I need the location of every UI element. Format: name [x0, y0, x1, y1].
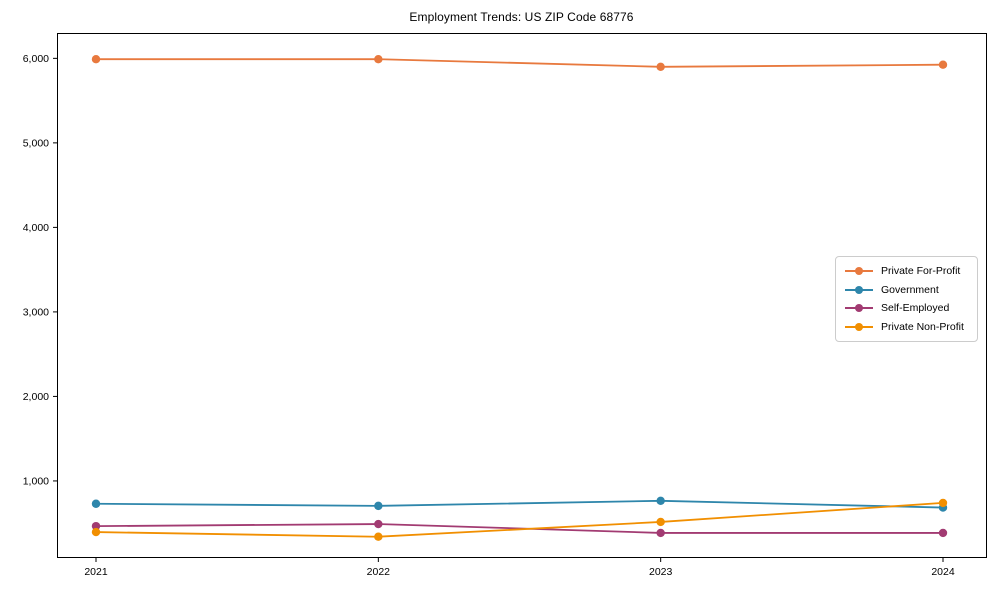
data-point-marker: [656, 62, 665, 72]
data-point-marker: [91, 521, 101, 531]
legend-label: Private For-Profit: [881, 265, 961, 277]
legend-item-self-employed: Self-Employed: [845, 299, 969, 317]
plot-border: [57, 33, 987, 558]
line-series: [95, 58, 944, 68]
chart-title: Employment Trends: US ZIP Code 68776: [409, 10, 634, 24]
y-tick-label: 1,000: [23, 475, 49, 487]
legend-item-private-for-profit: Private For-Profit: [845, 262, 969, 280]
data-point-marker: [374, 501, 383, 511]
x-tick-label: 2021: [84, 566, 108, 578]
legend-label: Private Non-Profit: [881, 320, 964, 333]
legend-swatch: [845, 303, 873, 313]
data-point-marker: [374, 55, 383, 64]
legend-marker-icon: [855, 285, 863, 294]
legend-marker-icon: [855, 304, 863, 313]
y-tick-label: 6,000: [23, 53, 49, 65]
line-series: [95, 499, 944, 509]
data-point-marker: [938, 498, 948, 508]
data-point-marker: [938, 60, 948, 69]
legend-marker-icon: [855, 267, 863, 275]
legend-marker-icon: [855, 322, 863, 331]
x-tick-label: 2024: [931, 566, 955, 578]
data-point-marker: [656, 496, 665, 505]
legend-item-private-non-profit: Private Non-Profit: [845, 318, 969, 336]
data-point-marker: [656, 517, 665, 527]
data-point-marker: [938, 528, 948, 538]
legend-swatch: [845, 285, 873, 295]
legend-label: Government: [881, 283, 939, 296]
legend-item-government: Government: [845, 281, 969, 299]
data-point-marker: [656, 528, 665, 538]
data-point-marker: [374, 532, 383, 541]
legend-label: Self-Employed: [881, 302, 950, 315]
data-point-marker: [374, 519, 383, 529]
data-point-marker: [91, 55, 101, 64]
line-series: [95, 502, 944, 538]
data-point-marker: [91, 527, 101, 537]
y-tick-label: 4,000: [23, 222, 49, 234]
legend-swatch: [845, 322, 873, 332]
data-point-marker: [91, 499, 101, 508]
y-tick-label: 5,000: [23, 137, 49, 149]
y-tick-label: 3,000: [23, 306, 49, 318]
x-tick-label: 2023: [649, 566, 673, 578]
legend-swatch: [845, 266, 873, 276]
y-tick-label: 2,000: [23, 391, 49, 403]
legend: Private For-Profit Government Self-Emplo…: [835, 256, 978, 342]
x-tick-label: 2022: [367, 566, 391, 578]
